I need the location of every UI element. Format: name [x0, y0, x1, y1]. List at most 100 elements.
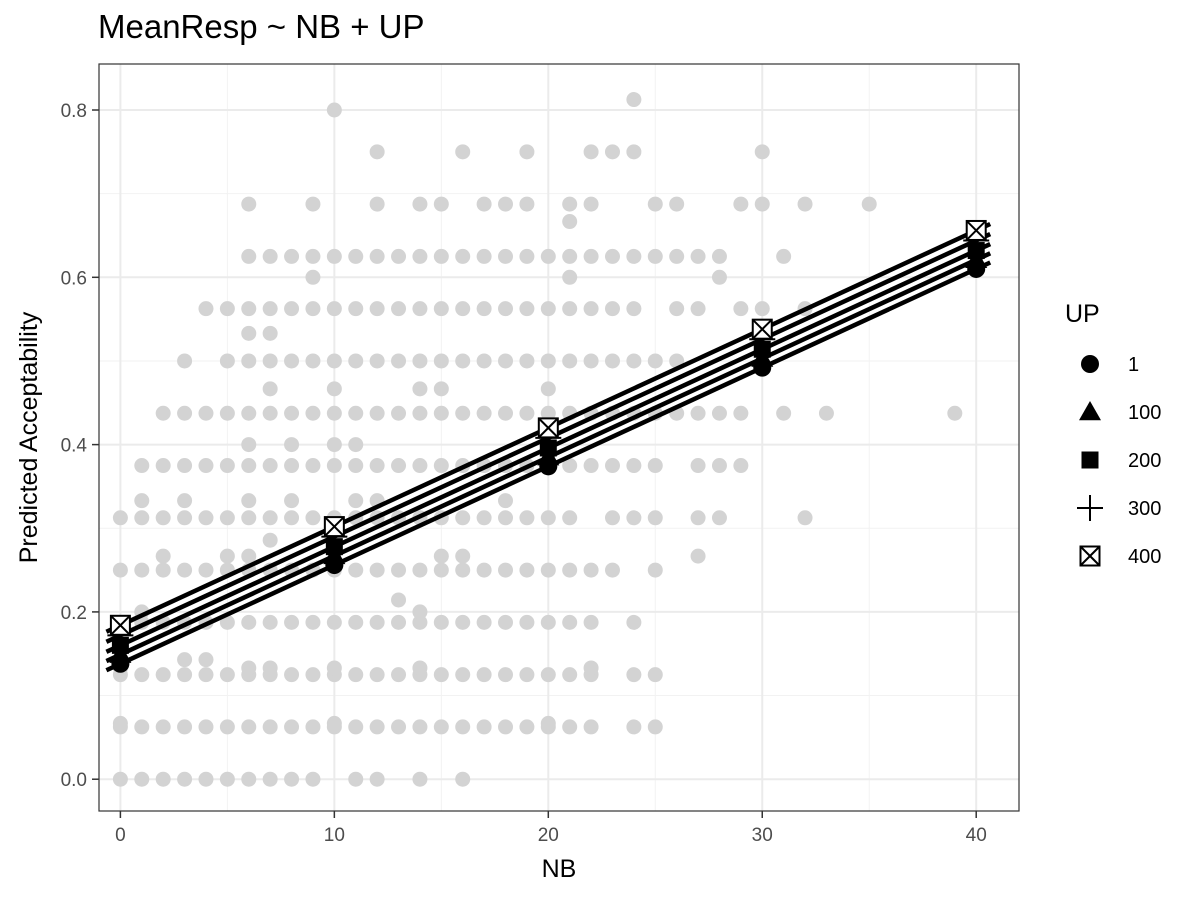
raw-data-point: [519, 667, 535, 683]
raw-data-point: [155, 719, 171, 735]
raw-data-point: [198, 667, 214, 683]
fit-marker-up-400: [537, 417, 559, 439]
raw-data-point: [455, 771, 471, 787]
raw-data-point: [369, 405, 385, 421]
raw-data-point: [455, 301, 471, 317]
raw-data-point: [562, 214, 578, 230]
raw-data-point: [519, 510, 535, 526]
raw-data-point: [498, 667, 514, 683]
raw-data-point: [498, 248, 514, 264]
raw-data-point: [305, 301, 321, 317]
raw-data-point: [562, 667, 578, 683]
raw-data-point: [711, 458, 727, 474]
raw-data-point: [369, 248, 385, 264]
raw-data-point: [647, 248, 663, 264]
raw-data-point: [562, 301, 578, 317]
raw-data-point: [177, 771, 193, 787]
raw-data-point: [262, 771, 278, 787]
raw-data-point: [391, 353, 407, 369]
raw-data-point: [305, 719, 321, 735]
legend-item-up-400: 400: [1079, 545, 1161, 568]
raw-data-point: [369, 458, 385, 474]
raw-data-point: [647, 719, 663, 735]
raw-data-point: [433, 667, 449, 683]
raw-data-point: [669, 301, 685, 317]
raw-data-point: [305, 405, 321, 421]
raw-data-point: [498, 510, 514, 526]
raw-data-point: [262, 458, 278, 474]
raw-data-point: [476, 301, 492, 317]
raw-data-point: [241, 493, 257, 509]
raw-data-point: [284, 667, 300, 683]
raw-data-point: [711, 269, 727, 285]
raw-data-point: [562, 458, 578, 474]
raw-data-point: [626, 458, 642, 474]
raw-data-point: [348, 301, 364, 317]
x-axis-ticks: 0 10 20 30 40: [115, 811, 987, 846]
raw-data-point: [112, 715, 128, 731]
raw-data-point: [198, 771, 214, 787]
legend-item-up-1: 1: [1081, 354, 1139, 376]
raw-data-point: [412, 381, 428, 397]
raw-data-point: [326, 102, 342, 118]
raw-data-point: [455, 248, 471, 264]
raw-data-point: [626, 248, 642, 264]
x-tick-label: 10: [324, 825, 345, 846]
raw-data-point: [540, 301, 556, 317]
raw-data-point: [540, 353, 556, 369]
raw-data-point: [241, 719, 257, 735]
raw-data-point: [134, 458, 150, 474]
raw-data-point: [540, 562, 556, 578]
raw-data-point: [861, 196, 877, 212]
raw-data-point: [112, 771, 128, 787]
raw-data-point: [198, 301, 214, 317]
raw-data-point: [348, 719, 364, 735]
raw-data-point: [134, 510, 150, 526]
y-tick-label: 0.4: [61, 436, 88, 457]
raw-data-point: [198, 719, 214, 735]
raw-data-point: [369, 614, 385, 630]
raw-data-point: [433, 719, 449, 735]
raw-data-point: [155, 771, 171, 787]
raw-data-point: [540, 405, 556, 421]
raw-data-point: [391, 248, 407, 264]
raw-data-point: [733, 301, 749, 317]
raw-data-point: [198, 562, 214, 578]
raw-data-point: [647, 562, 663, 578]
raw-data-point: [348, 353, 364, 369]
raw-data-point: [369, 144, 385, 160]
y-tick-label: 0.8: [61, 101, 87, 122]
raw-data-point: [155, 562, 171, 578]
raw-data-point: [476, 562, 492, 578]
raw-data-point: [733, 196, 749, 212]
raw-data-point: [412, 353, 428, 369]
raw-data-point: [711, 510, 727, 526]
raw-data-point: [348, 405, 364, 421]
raw-data-point: [412, 405, 428, 421]
raw-data-point: [455, 144, 471, 160]
raw-data-point: [284, 614, 300, 630]
raw-data-point: [284, 248, 300, 264]
raw-data-point: [519, 614, 535, 630]
raw-data-point: [604, 353, 620, 369]
legend-item-up-200: 200: [1081, 450, 1161, 472]
fit-marker-up-400: [323, 516, 345, 538]
legend-item-up-300: 300: [1077, 495, 1161, 521]
raw-data-point: [369, 771, 385, 787]
raw-data-point: [155, 458, 171, 474]
raw-data-point: [112, 562, 128, 578]
raw-data-point: [562, 719, 578, 735]
x-axis-title: NB: [542, 855, 577, 883]
raw-data-point: [562, 510, 578, 526]
raw-data-point: [583, 660, 599, 676]
raw-data-point: [412, 660, 428, 676]
raw-data-point: [498, 493, 514, 509]
raw-data-point: [177, 562, 193, 578]
raw-data-point: [198, 458, 214, 474]
legend-key-square-icon: [1081, 451, 1099, 469]
raw-data-point: [262, 660, 278, 676]
raw-data-point: [797, 196, 813, 212]
raw-data-point: [348, 458, 364, 474]
raw-data-point: [412, 562, 428, 578]
raw-data-point: [947, 405, 963, 421]
